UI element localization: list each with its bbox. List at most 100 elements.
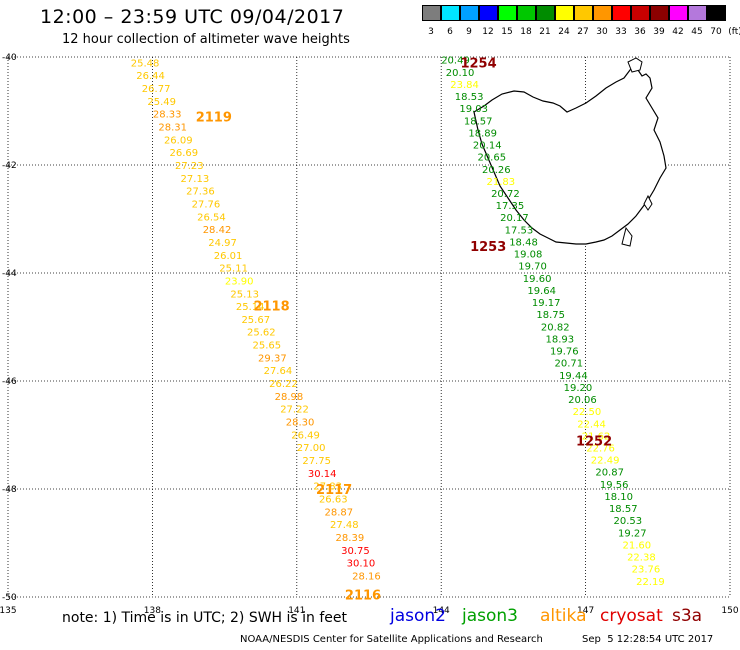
wave-height-label: 27.22 bbox=[280, 405, 309, 416]
colorbar-swatch bbox=[688, 5, 707, 21]
wave-height-label: 21.83 bbox=[487, 177, 516, 188]
wave-height-label: 25.49 bbox=[147, 97, 176, 108]
wave-height-label: 20.10 bbox=[446, 68, 475, 79]
wave-height-label: 20.26 bbox=[482, 165, 511, 176]
axis-ticks: -40 -42 -44 -46 -48 -50 135 138 141 144 147 150 bbox=[0, 53, 739, 616]
wave-height-label: 19.27 bbox=[618, 528, 647, 539]
wave-height-label: 27.36 bbox=[186, 187, 215, 198]
colorbar-swatch bbox=[517, 5, 536, 21]
wave-height-label: 22.76 bbox=[586, 443, 615, 454]
wave-height-label: 17.53 bbox=[505, 225, 534, 236]
x-tick-label: 147 bbox=[577, 606, 594, 616]
wave-height-label: 22.49 bbox=[591, 456, 620, 467]
legend-note: note: 1) Time is in UTC; 2) SWH is in fe… bbox=[62, 610, 348, 626]
wave-height-label: 26.49 bbox=[291, 430, 320, 441]
wave-height-label: 28.87 bbox=[324, 507, 353, 518]
wave-height-label: 26.09 bbox=[164, 135, 193, 146]
colorbar-swatch bbox=[555, 5, 574, 21]
wave-height-label: 28.31 bbox=[158, 123, 187, 134]
wave-height-label: 27.83 bbox=[313, 482, 342, 493]
y-tick-label: -44 bbox=[2, 269, 17, 279]
colorbar-swatch bbox=[498, 5, 517, 21]
wave-height-label: 20.14 bbox=[473, 141, 502, 152]
colorbar-label: 42 bbox=[672, 27, 684, 37]
colorbar-swatch bbox=[574, 5, 593, 21]
colorbar-swatch bbox=[460, 5, 479, 21]
y-tick-label: -40 bbox=[2, 53, 17, 63]
wave-height-label: 18.53 bbox=[455, 92, 484, 103]
grid-lines bbox=[7, 56, 731, 598]
footer-credit: NOAA/NESDIS Center for Satellite Applica… bbox=[240, 634, 543, 645]
wave-height-label: 26.01 bbox=[214, 251, 243, 262]
wave-height-label: 27.75 bbox=[302, 456, 331, 467]
colorbar-label: 3 bbox=[428, 27, 434, 37]
x-tick-label: 138 bbox=[144, 606, 161, 616]
wave-height-label: 25.13 bbox=[230, 289, 259, 300]
wave-height-label: 22.44 bbox=[577, 419, 606, 430]
x-tick-label: 150 bbox=[721, 606, 738, 616]
tasmania-outline bbox=[473, 65, 667, 245]
pass-number-label: 2119 bbox=[196, 110, 232, 125]
y-tick-label: -50 bbox=[2, 593, 17, 603]
wave-height-label: 19.17 bbox=[532, 298, 561, 309]
pass-number-label: 2118 bbox=[253, 299, 289, 314]
pass-labels: 2119 2118 2117 2116 1254 1253 1252 bbox=[196, 56, 612, 603]
wave-height-label: 17.35 bbox=[496, 201, 525, 212]
colorbar-label: 36 bbox=[634, 27, 646, 37]
wave-height-label: 18.75 bbox=[536, 310, 565, 321]
wave-height-label: 19.56 bbox=[600, 480, 629, 491]
colorbar-label: 18 bbox=[520, 27, 532, 37]
pass-number-label: 1254 bbox=[460, 56, 496, 71]
colorbar-label: 27 bbox=[577, 27, 589, 37]
colorbar-swatch bbox=[707, 5, 726, 21]
wave-height-label: 30.75 bbox=[341, 546, 370, 557]
wave-height-label: 23.76 bbox=[632, 565, 661, 576]
wave-height-label: 26.77 bbox=[142, 84, 171, 95]
wave-height-label: 28.33 bbox=[153, 110, 182, 121]
colorbar-swatch bbox=[669, 5, 688, 21]
wave-height-label: 24.97 bbox=[208, 238, 237, 249]
colorbar-label: 24 bbox=[558, 27, 570, 37]
bruny-island bbox=[621, 226, 633, 247]
satellite-legend-jason3: jason3 bbox=[462, 606, 518, 626]
wave-height-label: 25.11 bbox=[219, 264, 248, 275]
wave-height-label: 27.00 bbox=[297, 443, 326, 454]
wave-height-label: 28.30 bbox=[286, 418, 315, 429]
footer-timestamp: Sep 5 12:28:54 UTC 2017 bbox=[582, 634, 714, 645]
wave-height-label: 19.20 bbox=[564, 383, 593, 394]
wave-height-label: 18.10 bbox=[604, 492, 633, 503]
wave-height-label: 19.76 bbox=[550, 347, 579, 358]
satellite-legend-cryosat: cryosat bbox=[600, 606, 663, 626]
wave-height-label: 21.62 bbox=[582, 431, 611, 442]
wave-height-label: 18.57 bbox=[609, 504, 638, 515]
wave-height-label: 19.03 bbox=[459, 104, 488, 115]
wave-height-label: 27.13 bbox=[181, 174, 210, 185]
wave-height-label: 26.22 bbox=[269, 379, 298, 390]
wave-height-label: 28.98 bbox=[275, 392, 304, 403]
x-tick-label: 141 bbox=[288, 606, 305, 616]
colorbar-label: 15 bbox=[501, 27, 513, 37]
wave-height-label: 22.50 bbox=[573, 407, 602, 418]
wave-height-label: 25.65 bbox=[253, 341, 282, 352]
wave-height-label: 19.64 bbox=[527, 286, 556, 297]
x-tick-label: 135 bbox=[0, 606, 17, 616]
colorbar-swatch bbox=[593, 5, 612, 21]
wave-height-label: 25.48 bbox=[131, 58, 160, 69]
wave-height-label: 27.48 bbox=[330, 520, 359, 531]
colorbar-swatch bbox=[422, 5, 441, 21]
wave-height-label: 21.60 bbox=[623, 540, 652, 551]
colorbar-label: 9 bbox=[466, 27, 472, 37]
colorbar-label: (ft) bbox=[728, 27, 740, 37]
wave-height-label: 18.57 bbox=[464, 116, 493, 127]
wave-height-label: 23.90 bbox=[225, 276, 254, 287]
wave-height-label: 28.39 bbox=[336, 533, 365, 544]
wave-height-label: 20.17 bbox=[500, 213, 529, 224]
wave-height-label: 26.69 bbox=[169, 148, 198, 159]
wave-height-label: 19.08 bbox=[514, 250, 543, 261]
satellite-legend-jason2: jason2 bbox=[390, 606, 446, 626]
wave-height-label: 18.93 bbox=[545, 334, 574, 345]
wave-height-label: 26.44 bbox=[136, 71, 165, 82]
wave-height-label: 20.71 bbox=[555, 359, 584, 370]
y-tick-label: -48 bbox=[2, 485, 17, 495]
pass-number-label: 2117 bbox=[316, 483, 352, 498]
